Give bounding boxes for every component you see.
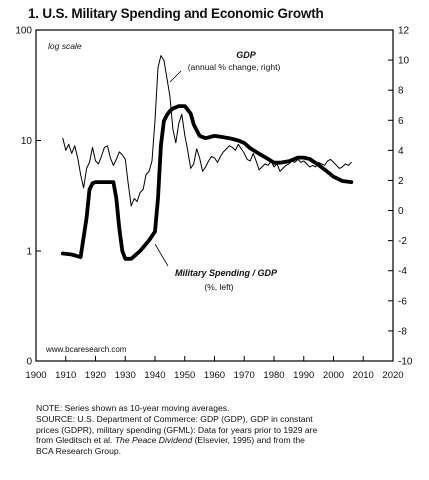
right-tick-label: 10 (398, 56, 410, 67)
x-tick-label: 1950 (174, 370, 195, 381)
right-tick-label: 12 (398, 26, 410, 37)
x-tick-label: 1990 (293, 370, 314, 381)
right-tick-label: 6 (398, 116, 404, 127)
military-spending-line (60, 104, 354, 261)
note-line-4: from Gleditsch et al. The Peace Dividend… (36, 435, 305, 446)
gdp-annotation-sub: (annual % change, right) (188, 62, 281, 72)
note-line-2: SOURCE: U.S. Department of Commerce: GDP… (36, 413, 313, 424)
right-tick-label: 4 (398, 146, 404, 157)
x-tick-label: 2000 (323, 370, 344, 381)
left-axis: 1 10 100 0 (15, 26, 41, 368)
source-credit: www.bcaresearch.com (45, 345, 127, 354)
gdp-annotation-title: GDP (236, 50, 257, 60)
right-tick-label: 2 (398, 176, 404, 187)
left-tick-label: 1 (26, 247, 32, 258)
right-tick-label: -10 (398, 357, 413, 368)
right-tick-label: 8 (398, 86, 404, 97)
military-annotation-pointer (154, 243, 169, 267)
left-tick-label: 10 (21, 136, 33, 147)
note-line-5: BCA Research Group. (36, 446, 122, 457)
gdp-line (62, 55, 352, 207)
x-tick-label: 1900 (25, 370, 46, 381)
military-annotation-title: Military Spending / GDP (175, 268, 278, 278)
x-tick-label: 1940 (144, 370, 165, 381)
left-tick-label: 0 (26, 357, 32, 368)
x-tick-label: 1960 (204, 370, 225, 381)
x-tick-label: 1970 (234, 370, 255, 381)
note-line-1: NOTE: Series shown as 10-year moving ave… (36, 403, 230, 413)
gdp-annotation-pointer (169, 70, 182, 83)
x-tick-label: 1920 (85, 370, 106, 381)
right-tick-label: -8 (398, 326, 407, 337)
x-tick-label: 1980 (263, 370, 284, 381)
right-axis: 12 10 8 6 4 2 0 -2 -4 -6 -8 -10 (388, 26, 413, 368)
note-line-3: prices (GDPR), military spending (GFML):… (36, 424, 318, 435)
right-tick-label: -2 (398, 236, 407, 247)
left-tick-label: 100 (15, 26, 32, 37)
x-axis: 1900 1910 1920 1930 1940 1950 1960 1970 1980 1990… (25, 356, 404, 381)
x-tick-label: 1910 (55, 370, 76, 381)
scale-note: log scale (48, 41, 82, 51)
chart-title: 1. U.S. Military Spending and Economic G… (28, 6, 324, 21)
military-annotation-sub: (%, left) (204, 282, 233, 292)
right-tick-label: -6 (398, 296, 407, 307)
chart-plot: 1 10 100 0 12 10 8 6 4 2 0 -2 -4 -6 -8 -10 1900 1910 192… (15, 26, 413, 382)
series-lines (60, 55, 354, 261)
right-tick-label: -4 (398, 266, 407, 277)
right-tick-label: 0 (398, 206, 404, 217)
notes-block: NOTE: Series shown as 10-year moving ave… (36, 403, 416, 457)
x-tick-label: 2010 (353, 370, 374, 381)
x-tick-label: 1930 (115, 370, 136, 381)
x-tick-label: 2020 (382, 370, 403, 381)
